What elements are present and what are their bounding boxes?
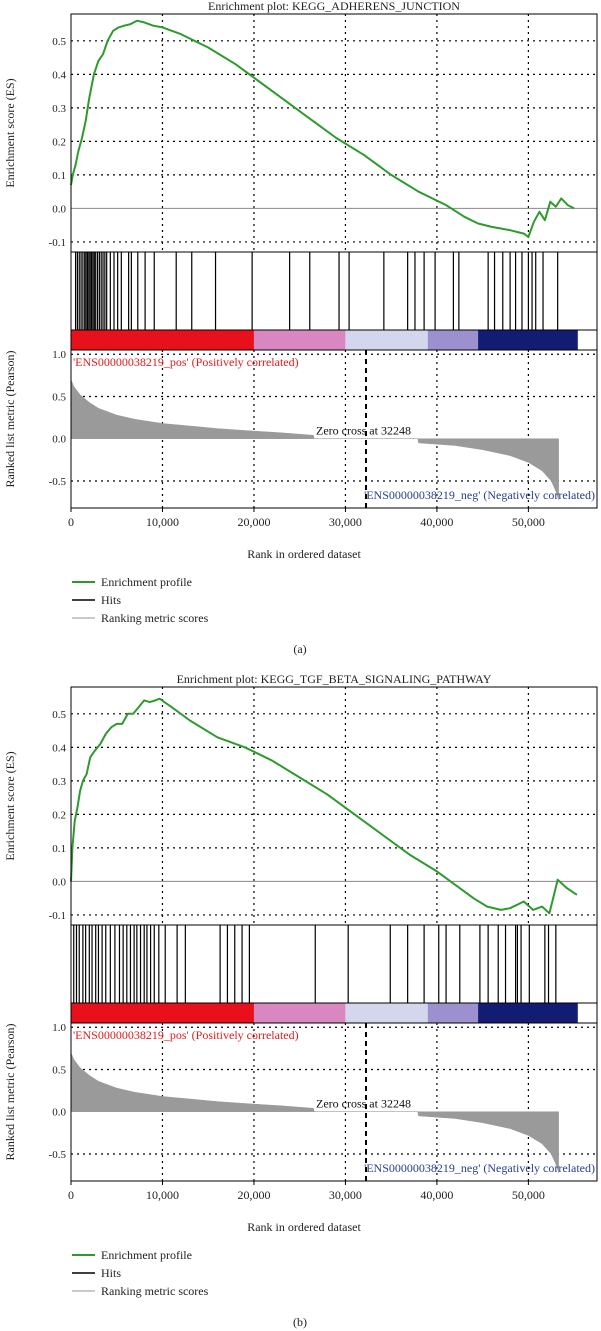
zero-cross-label: Zero cross at 32248 — [316, 423, 411, 437]
hits-frame — [70, 251, 598, 331]
enrichment-profile-line — [70, 19, 575, 238]
es-ytick-label: 0.2 — [52, 809, 66, 821]
ranking-metric-area — [70, 379, 559, 500]
metric-ytick-label: 0.5 — [52, 1064, 66, 1076]
positive-correlation-label: 'ENS00000038219_pos' (Positively correla… — [73, 355, 299, 369]
panel-label: (b) — [293, 1315, 307, 1329]
es-ytick-label: -0.1 — [49, 910, 66, 922]
es-ytick-label: 0.4 — [52, 742, 66, 754]
panel-b: Enrichment plot: KEGG_TGF_BETA_SIGNALING… — [3, 672, 598, 1329]
es-plot-frame — [70, 13, 598, 253]
es-ytick-label: 0.2 — [52, 136, 66, 148]
es-ytick-label: -0.1 — [49, 237, 66, 249]
positive-correlation-label: 'ENS00000038219_pos' (Positively correla… — [73, 1028, 299, 1042]
heatmap-band — [427, 1003, 479, 1023]
xtick-label: 50,000 — [512, 1188, 545, 1202]
es-ylabel: Enrichment score (ES) — [3, 78, 17, 187]
heatmap-band — [71, 1003, 254, 1023]
legend-metric-label: Ranking metric scores — [101, 1284, 209, 1298]
xtick-label: 30,000 — [329, 515, 362, 529]
xtick-label: 40,000 — [420, 1188, 453, 1202]
negative-correlation-label: 'ENS00000038219_neg' (Negatively correla… — [364, 1161, 595, 1175]
es-ytick-label: 0.1 — [52, 843, 66, 855]
es-ytick-label: 0.0 — [52, 203, 66, 215]
heatmap-band — [345, 330, 428, 350]
negative-correlation-label: 'ENS00000038219_neg' (Negatively correla… — [364, 488, 595, 502]
heatmap-band — [427, 330, 479, 350]
xtick-label: 40,000 — [420, 515, 453, 529]
xtick-label: 0 — [68, 1188, 74, 1202]
heatmap-band — [478, 330, 578, 350]
metric-ytick-label: 0.5 — [52, 391, 66, 403]
xtick-label: 0 — [68, 515, 74, 529]
heatmap-band — [71, 330, 254, 350]
metric-ytick-label: 0.0 — [52, 1107, 66, 1119]
legend-hits-label: Hits — [101, 593, 121, 607]
xtick-label: 20,000 — [237, 1188, 270, 1202]
chart-title: Enrichment plot: KEGG_ADHERENS_JUNCTION — [208, 0, 460, 13]
legend-hits-label: Hits — [101, 1266, 121, 1280]
enrichment-profile-line — [70, 697, 578, 915]
es-ytick-label: 0.3 — [52, 776, 66, 788]
metric-ytick-label: 1.0 — [52, 349, 66, 361]
metric-plot-frame — [70, 349, 598, 509]
metric-ylabel: Ranked list metric (Pearson) — [3, 1024, 17, 1161]
legend-enrichment-label: Enrichment profile — [101, 1248, 192, 1262]
es-ytick-label: 0.4 — [52, 69, 66, 81]
metric-ytick-label: 0.0 — [52, 434, 66, 446]
metric-ytick-label: -0.5 — [49, 1149, 67, 1161]
panel-a: Enrichment plot: KEGG_ADHERENS_JUNCTION -… — [3, 0, 598, 656]
es-plot-frame — [70, 686, 598, 926]
heatmap-band — [345, 1003, 428, 1023]
metric-ytick-label: -0.5 — [49, 476, 67, 488]
es-ytick-label: 0.3 — [52, 103, 66, 115]
metric-plot-frame — [70, 1022, 598, 1182]
x-axis-label: Rank in ordered dataset — [247, 547, 361, 561]
heatmap-band — [253, 330, 346, 350]
metric-ytick-label: 1.0 — [52, 1022, 66, 1034]
heatmap-band — [253, 1003, 346, 1023]
xtick-label: 30,000 — [329, 1188, 362, 1202]
panel-label: (a) — [293, 642, 306, 656]
ranking-metric-area — [70, 1052, 559, 1173]
xtick-label: 10,000 — [146, 1188, 179, 1202]
xtick-label: 50,000 — [512, 515, 545, 529]
zero-cross-label: Zero cross at 32248 — [316, 1096, 411, 1110]
legend-metric-label: Ranking metric scores — [101, 611, 209, 625]
es-ytick-label: 0.1 — [52, 170, 66, 182]
xtick-label: 10,000 — [146, 515, 179, 529]
es-ylabel: Enrichment score (ES) — [3, 751, 17, 860]
chart-title: Enrichment plot: KEGG_TGF_BETA_SIGNALING… — [177, 672, 492, 686]
es-ytick-label: 0.5 — [52, 709, 66, 721]
heatmap-band — [478, 1003, 578, 1023]
es-ytick-label: 0.5 — [52, 36, 66, 48]
es-ytick-label: 0.0 — [52, 876, 66, 888]
xtick-label: 20,000 — [237, 515, 270, 529]
metric-ylabel: Ranked list metric (Pearson) — [3, 351, 17, 488]
legend-enrichment-label: Enrichment profile — [101, 575, 192, 589]
x-axis-label: Rank in ordered dataset — [247, 1220, 361, 1234]
hits-frame — [70, 924, 598, 1004]
